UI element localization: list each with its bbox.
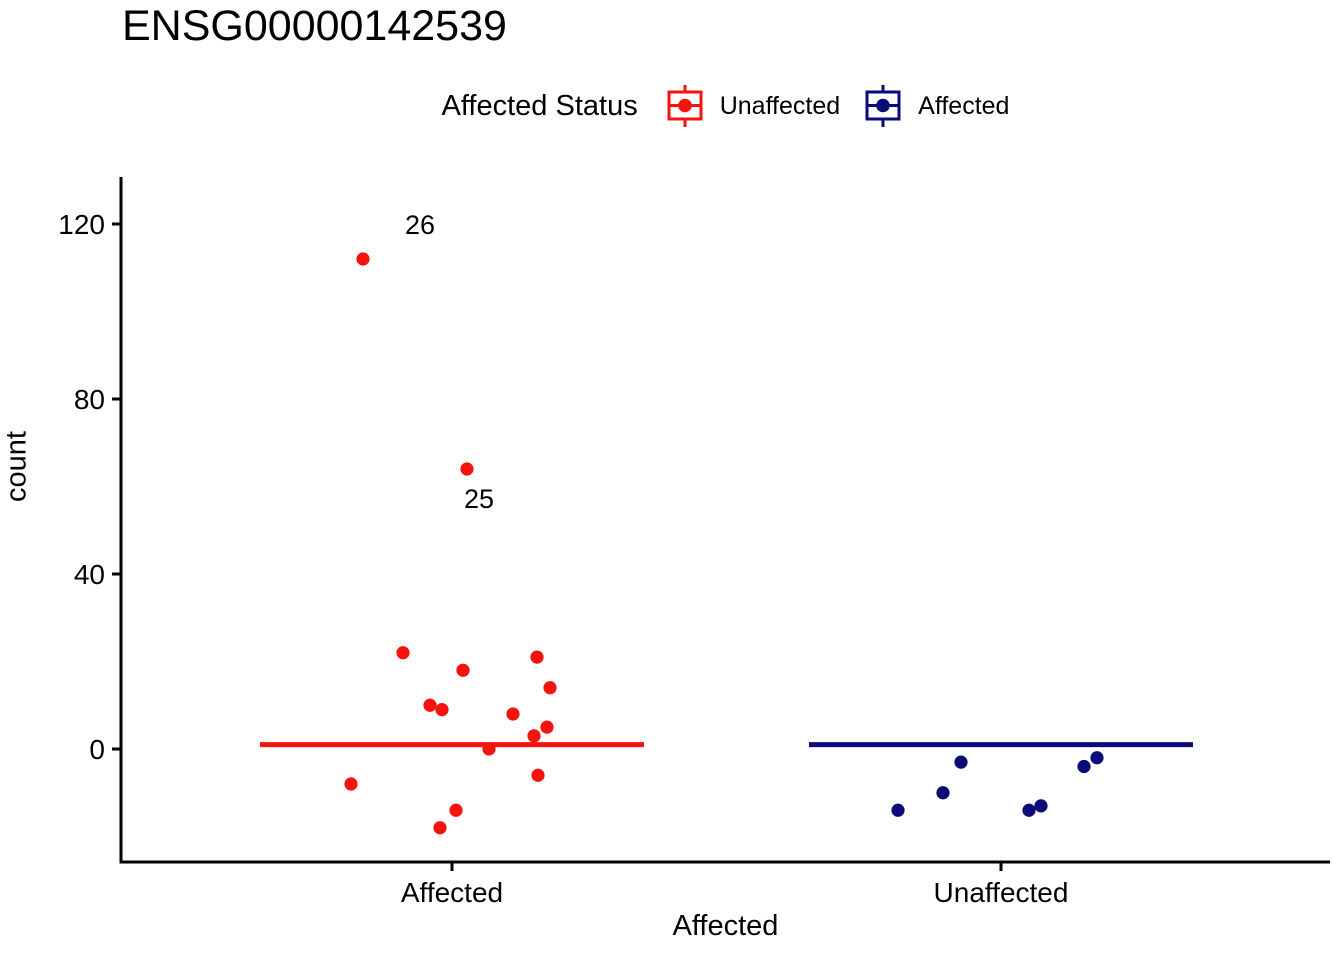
y-tick-label: 0	[89, 734, 105, 765]
data-point-unaffected	[527, 729, 541, 743]
data-point-unaffected	[396, 646, 410, 660]
point-label: 25	[464, 484, 494, 514]
legend-item-label: Affected	[918, 91, 1010, 120]
data-point-unaffected	[530, 650, 544, 664]
data-point-unaffected	[423, 698, 437, 712]
chart-title: ENSG00000142539	[122, 2, 507, 50]
y-tick-label: 80	[74, 384, 105, 415]
data-point-unaffected	[531, 768, 545, 782]
legend-item-affected: Affected	[864, 84, 1009, 128]
data-point-unaffected	[543, 681, 557, 695]
data-point-unaffected	[356, 252, 370, 266]
data-point-unaffected	[460, 462, 474, 476]
x-axis-title: Affected	[672, 910, 779, 942]
crossbar-point-key-icon	[864, 84, 902, 128]
y-axis-title: count	[0, 431, 33, 502]
legend-item-unaffected: Unaffected	[666, 84, 840, 128]
point-label: 26	[405, 210, 435, 240]
legend-title: Affected Status	[441, 89, 638, 122]
data-point-affected	[1034, 799, 1048, 813]
data-point-unaffected	[456, 663, 470, 677]
data-point-unaffected	[433, 821, 447, 835]
data-point-affected	[891, 803, 905, 817]
x-tick-label: Unaffected	[934, 877, 1069, 908]
data-point-affected	[1077, 759, 1091, 774]
y-tick-label: 40	[74, 559, 105, 590]
data-point-unaffected	[540, 720, 554, 734]
data-point-affected	[954, 755, 968, 769]
data-point-affected	[1022, 803, 1036, 817]
x-tick-label: Affected	[401, 877, 503, 908]
legend: Affected Status Unaffected	[121, 82, 1330, 130]
data-point-unaffected	[344, 777, 358, 791]
data-point-unaffected	[435, 703, 449, 717]
legend-item-label: Unaffected	[719, 91, 841, 120]
data-point-unaffected	[449, 803, 463, 817]
data-point-affected	[1090, 751, 1104, 765]
data-point-unaffected	[482, 742, 496, 756]
data-point-unaffected	[506, 707, 520, 721]
y-tick-label: 120	[58, 209, 105, 240]
crossbar-point-key-icon	[666, 84, 704, 128]
data-point-affected	[936, 786, 950, 800]
